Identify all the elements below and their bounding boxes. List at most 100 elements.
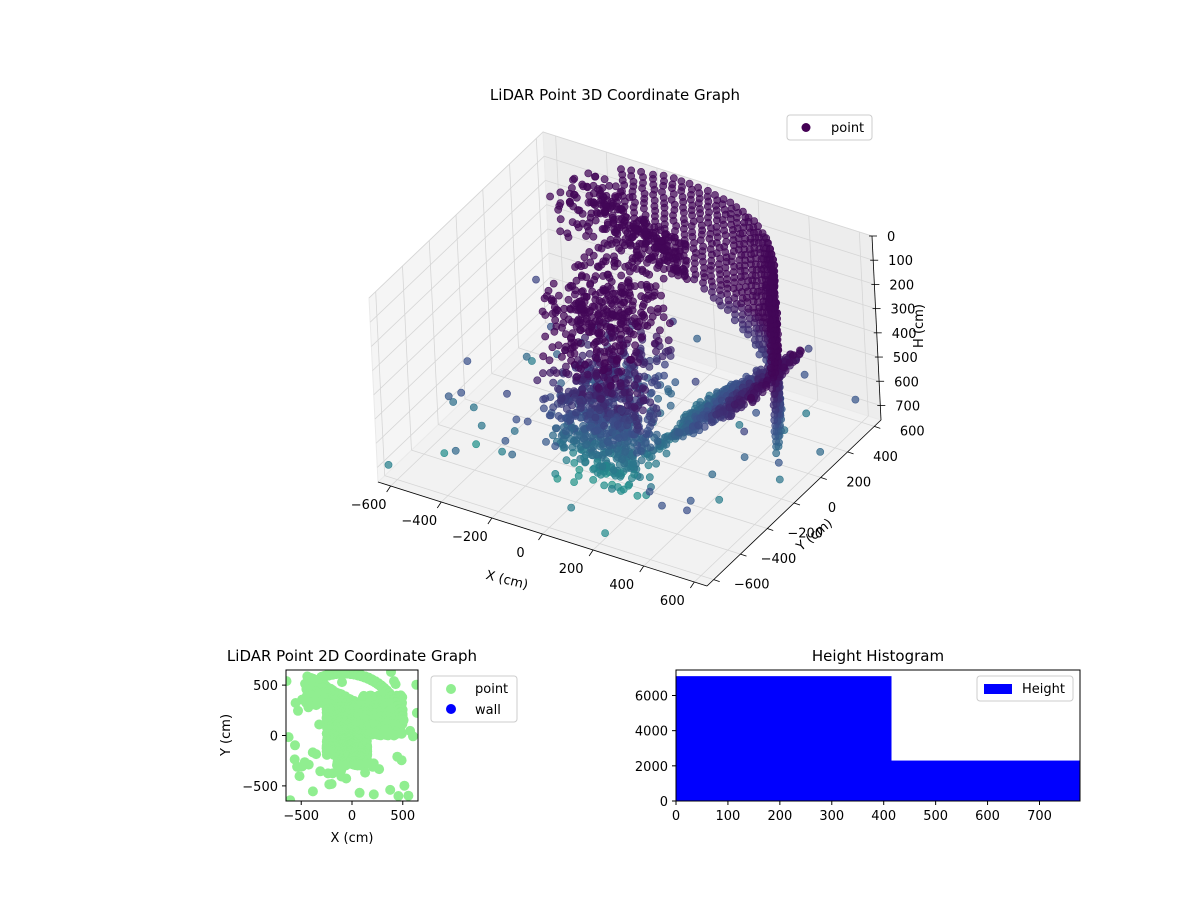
point-3d-marker	[642, 430, 651, 438]
point-3d-marker	[541, 311, 550, 319]
point-3d-marker	[469, 403, 478, 412]
point-3d-marker	[638, 267, 647, 276]
point-3d-marker	[637, 456, 646, 465]
point-3d-marker	[631, 254, 640, 262]
x-tick-3d	[690, 581, 695, 589]
point-3d-marker	[548, 343, 557, 352]
point-3d-marker	[523, 417, 532, 426]
z-grid-line	[371, 180, 546, 347]
point-3d-marker	[581, 360, 589, 369]
point-3d-marker	[545, 411, 554, 420]
point-3d-marker	[624, 261, 633, 270]
point-3d-marker	[572, 276, 581, 285]
point-3d-marker	[744, 213, 753, 222]
point-3d-marker	[650, 202, 659, 210]
point-3d-marker	[775, 475, 784, 484]
point-3d-marker	[617, 487, 625, 495]
y-grid-line	[428, 240, 439, 425]
point-3d-marker	[588, 451, 597, 460]
point-3d-marker	[678, 193, 687, 201]
point-3d-marker	[574, 315, 583, 324]
chart-3d-points	[384, 165, 860, 537]
z-tick-label-3d: 200	[889, 278, 914, 293]
point-3d-marker	[645, 473, 654, 482]
point-3d-marker	[581, 333, 589, 342]
point-3d-marker	[588, 287, 597, 296]
point-3d-marker	[563, 229, 572, 238]
point-3d-marker	[594, 383, 603, 392]
point-3d-marker	[764, 309, 773, 318]
point-3d-marker	[600, 421, 608, 430]
point-3d-marker	[707, 256, 716, 265]
point-3d-marker	[608, 484, 616, 493]
point-3d-marker	[604, 438, 613, 447]
point-3d-marker	[671, 378, 680, 387]
x-grid-line	[808, 215, 819, 401]
point-3d-marker	[711, 191, 719, 199]
point-3d-marker	[545, 356, 554, 365]
point-3d-marker	[627, 172, 636, 180]
point-3d-marker	[688, 201, 697, 210]
point-3d-marker	[607, 329, 616, 337]
point-3d-marker	[626, 442, 635, 451]
point-3d-marker	[624, 278, 633, 287]
point-3d-marker	[658, 352, 667, 361]
point-3d-marker	[647, 418, 656, 427]
point-3d-marker	[540, 404, 548, 413]
point-3d-marker	[570, 458, 579, 467]
point-3d-marker	[632, 226, 641, 235]
y-tick-3d	[847, 451, 854, 455]
point-3d-marker	[587, 209, 596, 218]
point-3d-marker	[629, 330, 638, 339]
y-tick-label-3d: 0	[828, 501, 836, 516]
point-3d-marker	[584, 169, 593, 178]
point-3d-marker	[639, 396, 648, 405]
point-3d-marker	[501, 436, 510, 445]
point-3d-marker	[646, 443, 655, 452]
point-2d-marker	[293, 705, 303, 716]
z-tick-label-3d: 700	[895, 399, 920, 414]
z-axis-line-3d	[871, 235, 882, 421]
point-3d-marker	[600, 225, 608, 233]
point-3d-marker	[588, 399, 596, 408]
x-tick-3d	[386, 485, 391, 493]
point-3d-marker	[593, 262, 602, 271]
z-axis-label-3d: H (cm)	[912, 304, 927, 348]
y-grid-line	[411, 449, 741, 555]
point-3d-marker	[542, 437, 550, 446]
point-3d-marker	[617, 271, 626, 280]
point-3d-marker	[628, 232, 637, 241]
point-3d-marker	[528, 357, 536, 365]
point-3d-marker	[628, 474, 636, 482]
point-3d-marker	[581, 440, 590, 449]
point-3d-marker	[584, 393, 593, 402]
point-3d-marker	[708, 288, 716, 296]
point-3d-marker	[608, 427, 617, 436]
point-3d-marker	[512, 415, 521, 424]
point-3d-marker	[551, 424, 560, 433]
point-3d-marker	[723, 306, 732, 314]
point-3d-marker	[650, 234, 659, 243]
point-3d-marker	[711, 201, 720, 210]
y-grid-line	[535, 138, 546, 323]
point-3d-marker	[716, 286, 724, 295]
point-3d-marker	[571, 388, 580, 397]
point-3d-marker	[581, 458, 589, 467]
point-3d-marker	[611, 182, 620, 191]
point-3d-marker	[605, 181, 614, 190]
point-3d-marker	[647, 388, 656, 397]
point-3d-marker	[612, 228, 620, 237]
point-3d-marker	[730, 316, 739, 325]
point-3d-marker	[639, 218, 648, 227]
point-3d-marker	[564, 295, 573, 304]
point-3d-marker	[658, 501, 666, 510]
point-3d-marker	[685, 179, 694, 188]
point-3d-marker	[552, 369, 561, 377]
point-3d-marker	[640, 204, 648, 213]
point-3d-marker	[457, 388, 466, 397]
point-3d-marker	[572, 322, 581, 331]
point-3d-marker	[568, 184, 576, 192]
x-tick-label-3d: 0	[516, 546, 524, 561]
y-tick-label-3d: 400	[873, 450, 898, 465]
point-2d-marker	[408, 731, 418, 742]
